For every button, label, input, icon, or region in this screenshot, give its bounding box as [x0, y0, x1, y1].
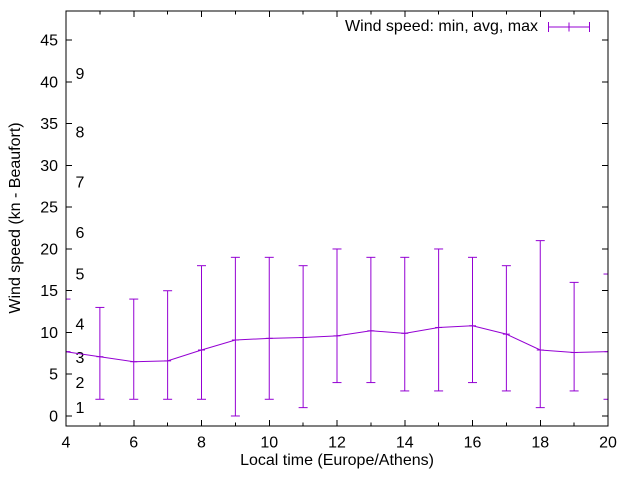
beaufort-label: 2	[76, 375, 85, 392]
error-bar	[366, 256, 376, 384]
wind-speed-series	[66, 240, 608, 417]
beaufort-label: 9	[76, 66, 85, 83]
error-bar	[400, 256, 410, 392]
beaufort-label: 6	[76, 225, 85, 242]
error-bar	[501, 265, 511, 392]
error-bar	[468, 256, 477, 384]
beaufort-label: 4	[76, 317, 85, 334]
y-axis-title: Wind speed (kn - Beaufort)	[7, 122, 24, 314]
beaufort-label: 7	[76, 175, 85, 192]
y-tick-label: 25	[40, 200, 58, 217]
x-tick-label: 8	[197, 435, 206, 452]
beaufort-scale-labels: 1 2 3 4 5 6 7 8 9	[76, 66, 85, 417]
y-tick-label: 35	[40, 116, 58, 133]
y-tick-label: 5	[49, 367, 58, 384]
avg-line	[66, 325, 608, 363]
x-tick-label: 10	[260, 435, 278, 452]
error-bar	[434, 248, 444, 392]
error-bar	[332, 248, 342, 384]
error-bar	[569, 281, 579, 392]
error-bar	[163, 290, 173, 400]
x-tick-label: 14	[396, 435, 414, 452]
x-axis-title: Local time (Europe/Athens)	[240, 452, 434, 469]
error-bar	[535, 240, 545, 409]
y-tick-label: 40	[40, 74, 58, 91]
x-tick-label: 20	[599, 435, 617, 452]
error-bar	[264, 256, 274, 400]
beaufort-label: 8	[76, 125, 85, 142]
y-tick-label: 45	[40, 33, 58, 50]
error-bar	[230, 256, 240, 417]
beaufort-label: 3	[76, 350, 85, 367]
plot-border	[65, 10, 609, 427]
x-tick-label: 12	[328, 435, 346, 452]
y-tick-label: 15	[40, 283, 58, 300]
x-tick-label: 4	[62, 435, 71, 452]
error-bar	[129, 298, 139, 400]
beaufort-label: 1	[76, 400, 85, 417]
beaufort-label: 5	[76, 267, 85, 284]
error-bar	[298, 265, 308, 409]
x-tick-label: 16	[464, 435, 482, 452]
error-bar	[197, 265, 206, 400]
y-tick-label: 30	[40, 158, 58, 175]
y-tick-label: 20	[40, 241, 58, 258]
y-tick-label: 10	[40, 325, 58, 342]
x-tick-label: 6	[129, 435, 138, 452]
y-tick-label: 0	[49, 408, 58, 425]
x-tick-label: 18	[531, 435, 549, 452]
error-bar	[95, 306, 105, 400]
